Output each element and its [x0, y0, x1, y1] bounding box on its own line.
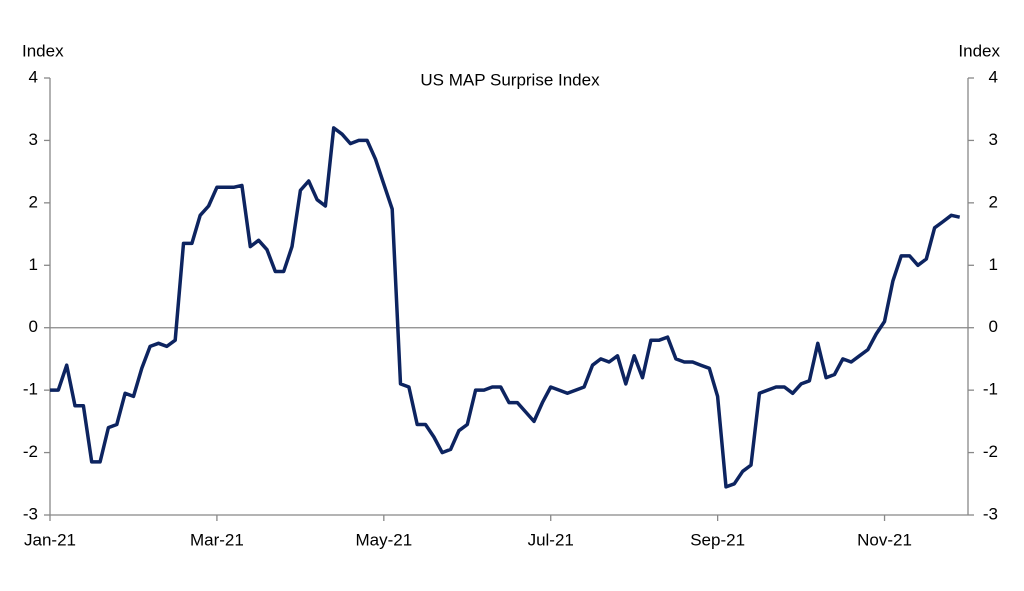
y2-tick-label: -1 [983, 380, 998, 399]
y2-tick-label: 4 [989, 67, 998, 86]
y-tick-label: -2 [23, 442, 38, 461]
y2-tick-label: 3 [989, 130, 998, 149]
y-tick-label: 0 [29, 317, 38, 336]
x-tick-label: Sep-21 [690, 530, 745, 549]
y-tick-label: -3 [23, 504, 38, 523]
chart-title: US MAP Surprise Index [420, 70, 600, 89]
x-tick-label: May-21 [355, 530, 412, 549]
x-tick-label: Jul-21 [528, 530, 574, 549]
y2-tick-label: 1 [989, 255, 998, 274]
y2-tick-label: -2 [983, 442, 998, 461]
y-axis-label: Index [22, 41, 64, 60]
x-tick-label: Nov-21 [857, 530, 912, 549]
x-tick-label: Mar-21 [190, 530, 244, 549]
y2-tick-label: -3 [983, 504, 998, 523]
y-tick-label: 4 [29, 67, 38, 86]
y-tick-label: 1 [29, 255, 38, 274]
y2-axis-label: Index [958, 41, 1000, 60]
y-tick-label: 3 [29, 130, 38, 149]
x-tick-label: Jan-21 [24, 530, 76, 549]
y-tick-label: 2 [29, 192, 38, 211]
data-line [50, 126, 961, 489]
y2-tick-label: 2 [989, 192, 998, 211]
y-tick-label: -1 [23, 380, 38, 399]
y2-tick-label: 0 [989, 317, 998, 336]
